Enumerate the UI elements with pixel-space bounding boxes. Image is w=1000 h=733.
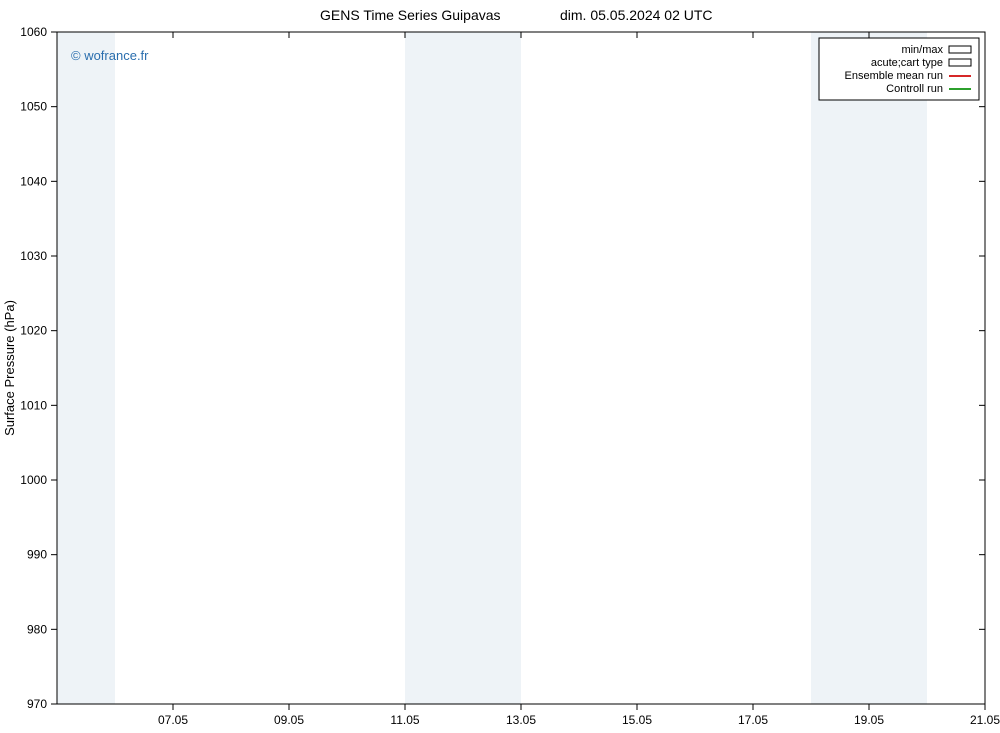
y-tick-label: 990 [27, 548, 47, 562]
y-tick-label: 1040 [20, 174, 47, 188]
shaded-band [405, 32, 463, 704]
x-tick-label: 11.05 [390, 713, 419, 727]
x-tick-label: 07.05 [158, 713, 188, 727]
x-tick-label: 21.05 [970, 713, 1000, 727]
x-tick-label: 09.05 [274, 713, 304, 727]
pressure-chart: 07.05 09.05 11.05 13.05 15.05 17.05 19.05 21.05… [0, 0, 1000, 733]
legend-label: acute;cart type [871, 57, 943, 69]
x-tick-label: 17.05 [738, 713, 768, 727]
y-tick-label: 1020 [20, 324, 47, 338]
y-tick-label: 1030 [20, 249, 47, 263]
shaded-band [869, 32, 927, 704]
y-tick-label: 1000 [20, 473, 47, 487]
x-tick-label: 19.05 [854, 713, 884, 727]
watermark: © wofrance.fr [71, 48, 149, 63]
chart-title-left: GENS Time Series Guipavas [320, 7, 501, 23]
y-axis-label: Surface Pressure (hPa) [2, 300, 17, 436]
shaded-band [57, 32, 115, 704]
y-tick-label: 1060 [20, 25, 47, 39]
x-tick-label: 13.05 [506, 713, 536, 727]
chart-title-right: dim. 05.05.2024 02 UTC [560, 7, 713, 23]
y-tick-label: 1010 [20, 398, 47, 412]
x-tick-label: 15.05 [622, 713, 652, 727]
legend-label: Ensemble mean run [845, 70, 943, 82]
y-tick-label: 970 [27, 697, 47, 711]
legend-label: Controll run [886, 83, 943, 95]
shaded-band [463, 32, 521, 704]
chart-container: 07.05 09.05 11.05 13.05 15.05 17.05 19.05 21.05… [0, 0, 1000, 733]
y-tick-label: 1050 [20, 100, 47, 114]
y-tick-label: 980 [27, 622, 47, 636]
legend-label: min/max [901, 44, 943, 56]
shaded-band [811, 32, 869, 704]
